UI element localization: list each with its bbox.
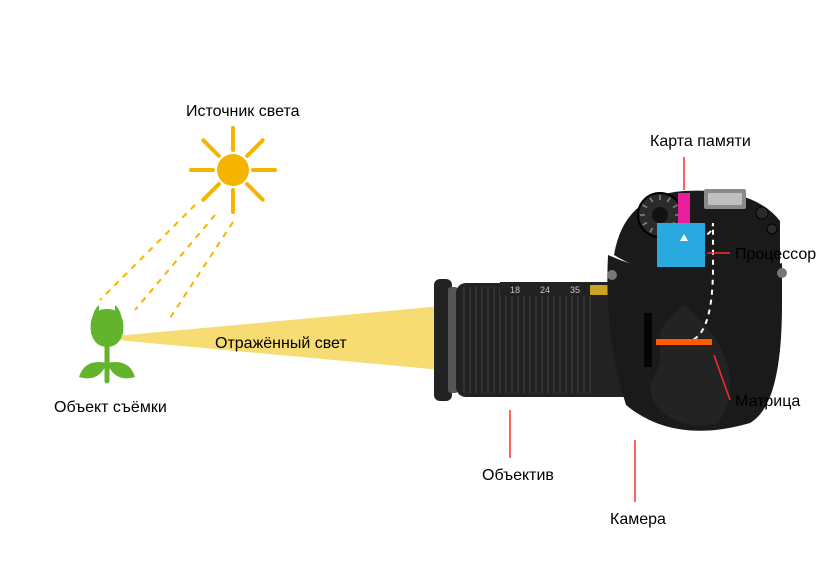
reflected-light-beam [95, 286, 658, 390]
svg-text:35: 35 [570, 285, 580, 295]
svg-text:24: 24 [540, 285, 550, 295]
label-light-source: Источник света [186, 103, 299, 121]
internal-data-flow [684, 223, 713, 342]
label-reflected-light: Отражённый свет [215, 335, 347, 353]
svg-text:18: 18 [510, 285, 520, 295]
label-lens: Объектив [482, 467, 554, 485]
label-memory-card: Карта памяти [650, 133, 751, 151]
svg-text:55: 55 [600, 285, 610, 295]
sun-icon [191, 128, 275, 212]
label-sensor: Матрица [735, 393, 800, 411]
memory-card-icon [678, 193, 690, 235]
label-camera: Камера [610, 511, 666, 529]
subject-flower-icon [79, 305, 135, 381]
label-subject: Объект съёмки [54, 399, 167, 417]
label-processor: Процессор [735, 246, 816, 264]
diagram-canvas: 18 24 35 55 [0, 0, 831, 581]
processor-icon [657, 223, 705, 267]
light-rays [100, 205, 233, 318]
label-pointers [510, 157, 730, 502]
